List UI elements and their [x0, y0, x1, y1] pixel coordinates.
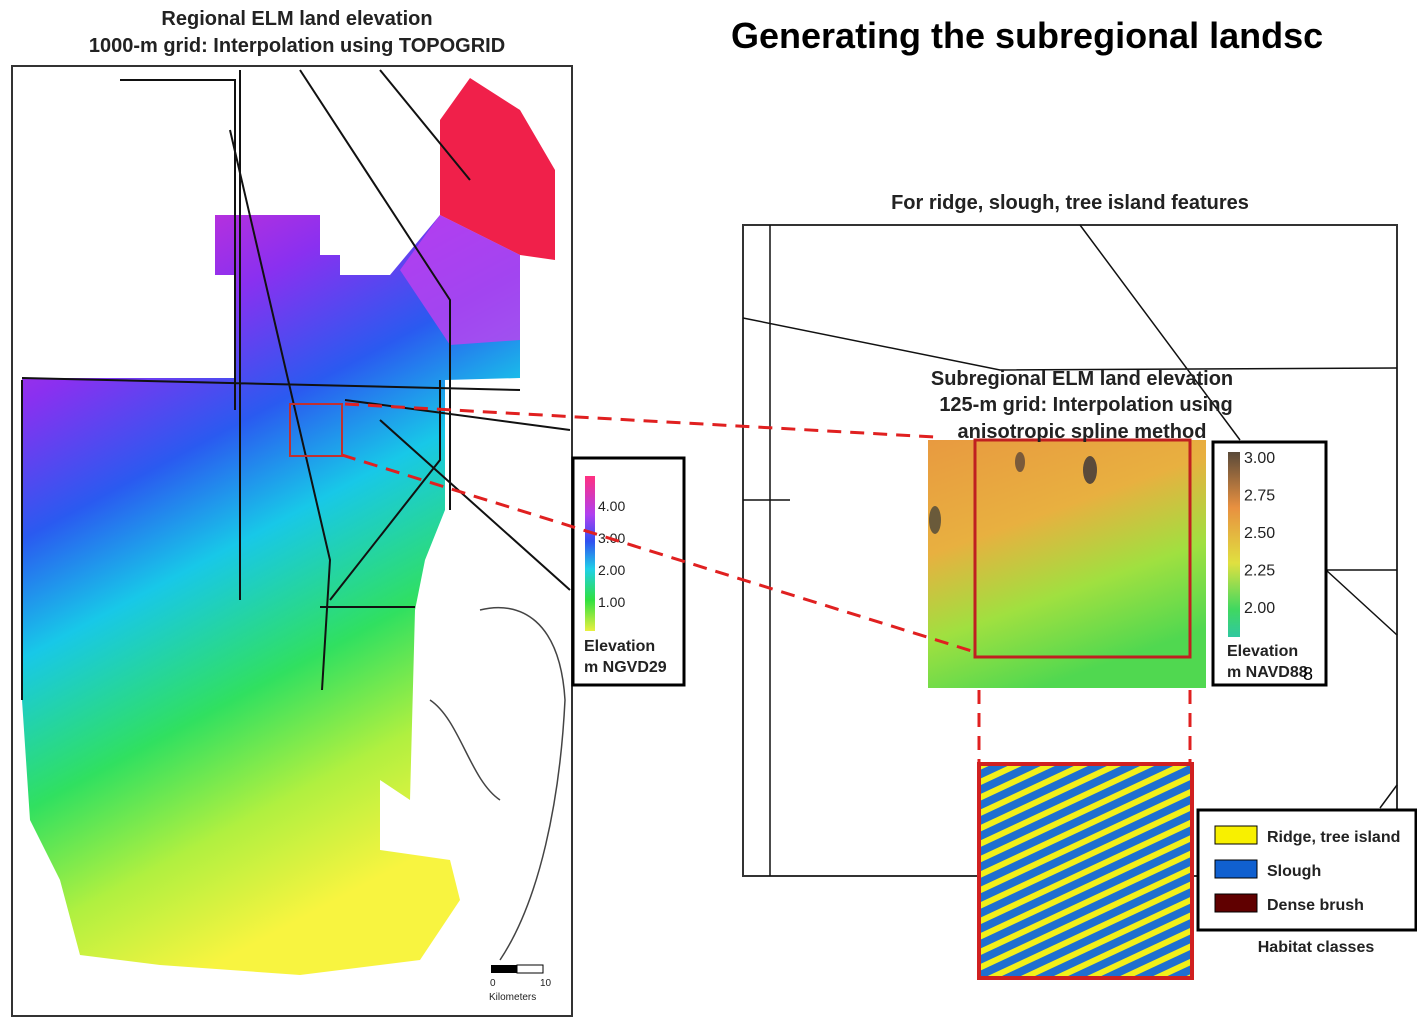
raster-peak — [1083, 456, 1097, 484]
raster-peak — [1015, 452, 1025, 472]
slide: Regional ELM land elevation 1000-m grid:… — [0, 0, 1417, 1018]
habitat-class: Dense brush — [1267, 897, 1364, 914]
scale-end: 10 — [540, 978, 552, 989]
scale-bar — [491, 965, 517, 973]
legend-tick: 2.25 — [1244, 563, 1275, 580]
scale-bar — [517, 965, 543, 973]
legend-label: m NGVD29 — [584, 659, 667, 676]
legend-label: Elevation — [1227, 643, 1298, 660]
legend-tick: 3.00 — [1244, 450, 1275, 467]
legend-tick: 4.00 — [598, 498, 625, 514]
map-subtitle: 1000-m grid: Interpolation using TOPOGRI… — [89, 35, 505, 57]
habitat-title: Habitat classes — [1258, 939, 1375, 956]
subregion-title: Subregional ELM land elevation — [931, 368, 1233, 390]
legend-label: m NAVD88 — [1227, 664, 1308, 681]
habitat-class: Ridge, tree island — [1267, 829, 1400, 846]
habitat-swatch — [1215, 826, 1257, 844]
subregion-title: 125-m grid: Interpolation using — [939, 394, 1232, 416]
scale-unit: Kilometers — [489, 992, 536, 1003]
subregion-title: anisotropic spline method — [958, 421, 1207, 443]
legend-tick: 2.00 — [598, 562, 625, 578]
map-title: Regional ELM land elevation — [161, 8, 432, 30]
habitat-swatch — [1215, 894, 1257, 912]
scale-start: 0 — [490, 978, 496, 989]
legend-label: Elevation — [584, 638, 655, 655]
panel-title: For ridge, slough, tree island features — [891, 192, 1249, 214]
legend-tick: 2.75 — [1244, 488, 1275, 505]
legend-tick: 1.00 — [598, 594, 625, 610]
habitat-swatch — [1215, 860, 1257, 878]
color-bar — [585, 476, 595, 631]
legend-tick: 2.00 — [1244, 600, 1275, 617]
raster-peak — [929, 506, 941, 534]
page-number: 8 — [1303, 664, 1313, 684]
slide-title: Generating the subregional landsc — [731, 15, 1323, 56]
color-bar — [1228, 452, 1240, 637]
legend-tick: 2.50 — [1244, 525, 1275, 542]
habitat-map — [979, 764, 1192, 978]
habitat-class: Slough — [1267, 863, 1321, 880]
